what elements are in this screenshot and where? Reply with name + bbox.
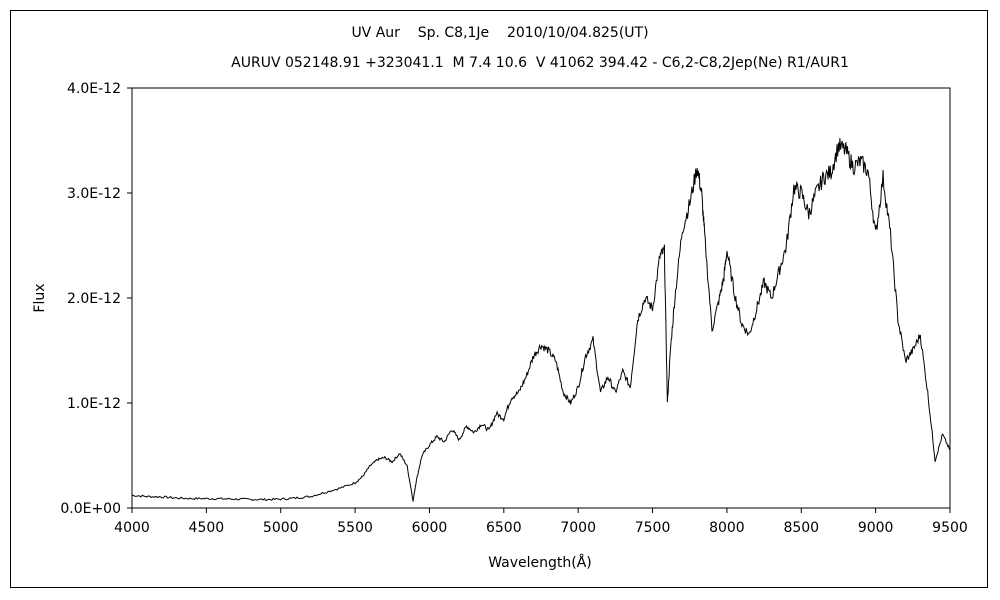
x-tick-label: 6000	[412, 520, 448, 536]
chart-frame	[10, 10, 988, 588]
x-tick-label: 4500	[189, 520, 225, 536]
x-tick-label: 7000	[560, 520, 596, 536]
x-tick-label: 7500	[635, 520, 671, 536]
plot-area	[131, 87, 951, 509]
y-axis-ticks: 0.0E+00 1.0E-12 2.0E-12 3.0E-12 4.0E-12	[60, 81, 132, 517]
spectrum-line	[132, 138, 951, 502]
y-tick-label: 1.0E-12	[67, 396, 121, 412]
x-tick-label: 4000	[114, 520, 150, 536]
y-tick-label: 0.0E+00	[60, 501, 121, 517]
x-tick-label: 8500	[783, 520, 819, 536]
x-tick-label: 5000	[263, 520, 299, 536]
y-tick-label: 2.0E-12	[67, 291, 121, 307]
y-axis-label: Flux	[32, 283, 48, 312]
x-axis-label: Wavelength(Å)	[488, 554, 592, 571]
x-tick-label: 9000	[858, 520, 894, 536]
y-tick-label: 3.0E-12	[67, 186, 121, 202]
x-tick-label: 9500	[932, 520, 968, 536]
chart-title: UV Aur Sp. C8,1Je 2010/10/04.825(UT)	[351, 25, 649, 41]
x-tick-label: 8000	[709, 520, 745, 536]
series-group	[132, 138, 951, 502]
x-tick-label: 5500	[337, 520, 373, 536]
x-tick-label: 6500	[486, 520, 522, 536]
plot-border	[131, 87, 951, 509]
y-tick-label: 4.0E-12	[67, 81, 121, 97]
chart-subtitle: AURUV 052148.91 +323041.1 M 7.4 10.6 V 4…	[231, 55, 849, 71]
x-axis-ticks: 4000 4500 5000 5500 6000 6500 7000 7500 8000 8500…	[114, 508, 968, 536]
